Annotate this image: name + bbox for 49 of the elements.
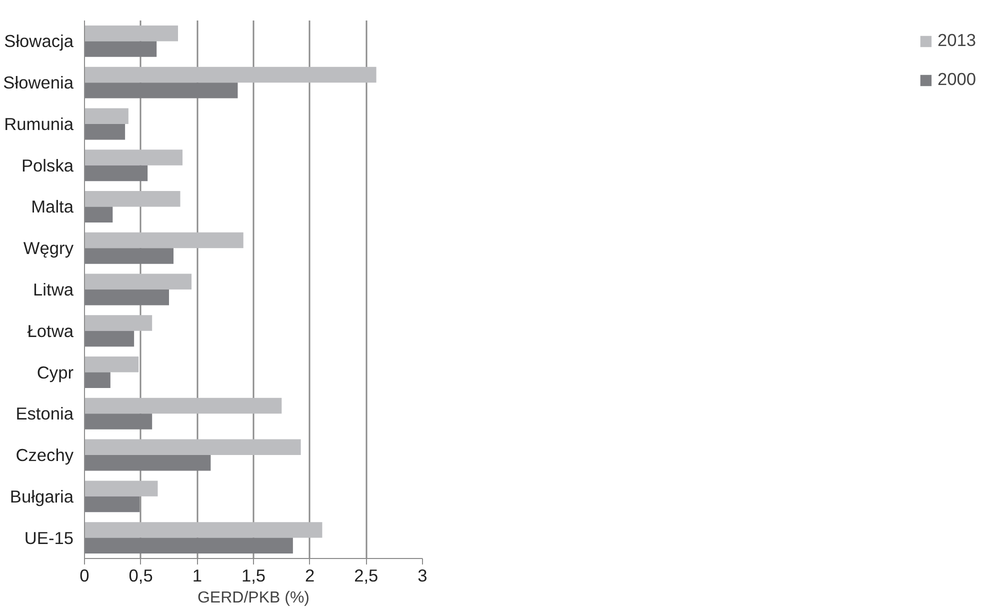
x-tick-label: 1 bbox=[192, 566, 202, 586]
y-tick-label: Węgry bbox=[23, 238, 74, 258]
bar bbox=[84, 165, 148, 182]
bar bbox=[84, 82, 238, 98]
bar bbox=[84, 150, 183, 166]
x-tick-label: 3 bbox=[418, 566, 428, 586]
bar bbox=[84, 191, 180, 207]
y-tick-label: Słowacja bbox=[4, 31, 74, 52]
bar bbox=[84, 496, 140, 512]
bar bbox=[84, 522, 322, 538]
bar bbox=[84, 315, 152, 331]
bar bbox=[84, 108, 128, 124]
x-tick-label: 2,5 bbox=[354, 566, 378, 586]
bar bbox=[84, 290, 169, 306]
bar bbox=[84, 25, 178, 42]
bar bbox=[84, 480, 158, 496]
x-tick-label: 0 bbox=[80, 566, 90, 586]
bar bbox=[84, 124, 126, 140]
bar bbox=[84, 274, 192, 290]
bar bbox=[84, 232, 244, 248]
legend-label: 2013 bbox=[937, 30, 976, 51]
bar bbox=[84, 538, 293, 554]
bar bbox=[84, 398, 282, 414]
y-tick-label: Bułgaria bbox=[10, 486, 74, 506]
bar bbox=[84, 248, 174, 264]
bar bbox=[84, 439, 301, 456]
y-tick-label: UE-15 bbox=[24, 528, 74, 548]
bar bbox=[84, 41, 157, 57]
bar bbox=[84, 414, 152, 430]
legend-label: 2000 bbox=[937, 69, 976, 90]
bar bbox=[84, 455, 211, 471]
bar bbox=[84, 66, 376, 83]
bar bbox=[84, 206, 113, 222]
y-tick-label: Łotwa bbox=[27, 320, 74, 341]
x-axis-title: GERD/PKB (%) bbox=[197, 590, 310, 606]
bar bbox=[84, 372, 110, 388]
y-tick-label: Słowenia bbox=[3, 72, 74, 93]
x-tick-label: 1,5 bbox=[241, 566, 266, 586]
y-tick-label: Polska bbox=[21, 155, 74, 176]
y-tick-label: Czechy bbox=[16, 445, 74, 466]
y-tick-label: Malta bbox=[31, 196, 74, 217]
y-tick-label: Litwa bbox=[33, 280, 74, 300]
x-tick-label: 2 bbox=[305, 566, 315, 586]
y-tick-label: Estonia bbox=[16, 404, 74, 424]
y-tick-label: Cypr bbox=[36, 362, 74, 382]
x-tick-label: 0,5 bbox=[128, 566, 153, 586]
y-tick-label: Rumunia bbox=[4, 114, 74, 134]
bar bbox=[84, 330, 134, 347]
bar bbox=[84, 356, 139, 372]
